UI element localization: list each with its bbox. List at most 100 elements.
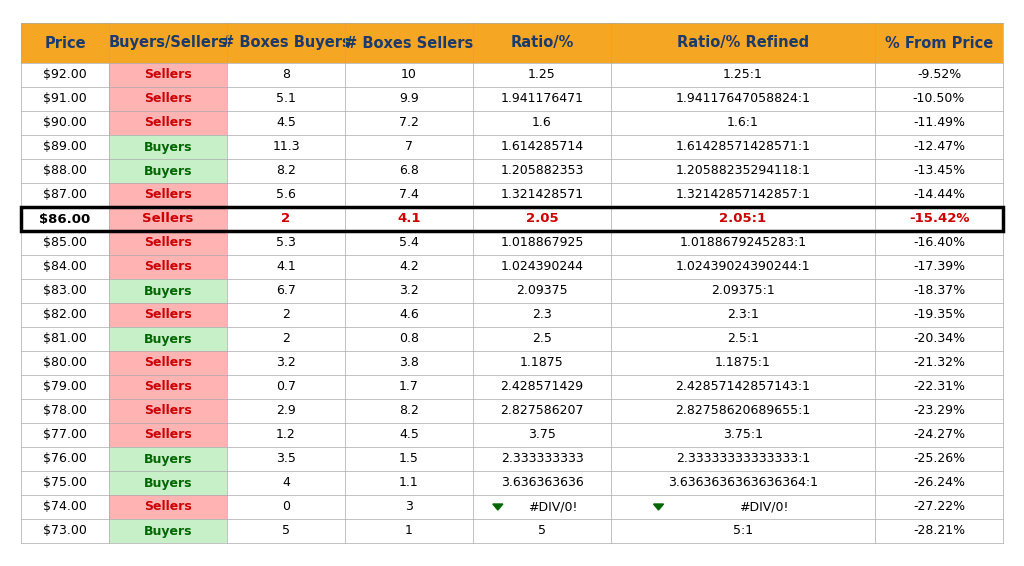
Text: 4.2: 4.2 bbox=[399, 260, 419, 273]
Text: 10: 10 bbox=[401, 68, 417, 82]
Bar bbox=[227, 375, 345, 399]
Bar bbox=[227, 519, 345, 543]
Bar bbox=[611, 279, 874, 303]
Bar bbox=[611, 87, 874, 111]
Bar bbox=[227, 279, 345, 303]
Bar bbox=[473, 183, 611, 207]
Text: Ratio/%: Ratio/% bbox=[510, 36, 573, 50]
Text: 1.614285714: 1.614285714 bbox=[501, 140, 584, 153]
Text: 7: 7 bbox=[406, 140, 413, 153]
Bar bbox=[874, 423, 1002, 447]
Text: 3.2: 3.2 bbox=[399, 285, 419, 298]
Text: Buyers: Buyers bbox=[143, 452, 193, 465]
Bar bbox=[345, 159, 473, 183]
Text: 1.205882353: 1.205882353 bbox=[501, 165, 584, 178]
Bar bbox=[473, 375, 611, 399]
Bar bbox=[227, 471, 345, 495]
Text: 0.7: 0.7 bbox=[276, 380, 296, 393]
Bar bbox=[22, 519, 109, 543]
Bar bbox=[345, 279, 473, 303]
Bar bbox=[874, 207, 1002, 231]
Bar bbox=[874, 399, 1002, 423]
Text: $74.00: $74.00 bbox=[43, 500, 87, 513]
Text: 5:1: 5:1 bbox=[733, 525, 753, 538]
Text: $78.00: $78.00 bbox=[43, 405, 87, 418]
Bar bbox=[874, 23, 1002, 63]
Bar bbox=[874, 255, 1002, 279]
Text: $91.00: $91.00 bbox=[43, 92, 87, 105]
Bar bbox=[611, 63, 874, 87]
Text: -24.27%: -24.27% bbox=[913, 428, 965, 441]
Bar bbox=[874, 471, 1002, 495]
Text: 3: 3 bbox=[406, 500, 413, 513]
Bar bbox=[611, 111, 874, 135]
Text: $85.00: $85.00 bbox=[43, 237, 87, 250]
Text: Sellers: Sellers bbox=[144, 188, 191, 201]
Bar bbox=[345, 423, 473, 447]
Text: Buyers: Buyers bbox=[143, 477, 193, 490]
Bar bbox=[611, 23, 874, 63]
Text: 5.6: 5.6 bbox=[276, 188, 296, 201]
Text: 8: 8 bbox=[282, 68, 290, 82]
Bar bbox=[473, 327, 611, 351]
Text: 3.75:1: 3.75:1 bbox=[723, 428, 763, 441]
Bar bbox=[874, 87, 1002, 111]
Bar bbox=[22, 447, 109, 471]
Bar bbox=[227, 255, 345, 279]
Text: -12.47%: -12.47% bbox=[913, 140, 965, 153]
Text: 2: 2 bbox=[282, 212, 291, 225]
Bar bbox=[109, 159, 227, 183]
Text: 5.4: 5.4 bbox=[399, 237, 419, 250]
Text: -21.32%: -21.32% bbox=[913, 357, 965, 370]
Text: 7.4: 7.4 bbox=[399, 188, 419, 201]
Text: Buyers/Sellers: Buyers/Sellers bbox=[109, 36, 227, 50]
Text: % From Price: % From Price bbox=[885, 36, 993, 50]
Bar bbox=[227, 183, 345, 207]
Bar bbox=[611, 183, 874, 207]
Bar bbox=[22, 87, 109, 111]
Text: 2.827586207: 2.827586207 bbox=[501, 405, 584, 418]
Bar bbox=[22, 423, 109, 447]
Bar bbox=[345, 471, 473, 495]
Bar bbox=[227, 351, 345, 375]
Bar bbox=[611, 423, 874, 447]
Text: $90.00: $90.00 bbox=[43, 117, 87, 130]
Text: $79.00: $79.00 bbox=[43, 380, 87, 393]
Text: 3.8: 3.8 bbox=[399, 357, 419, 370]
Bar bbox=[611, 135, 874, 159]
Bar bbox=[473, 303, 611, 327]
Bar bbox=[109, 375, 227, 399]
Text: 2.05: 2.05 bbox=[525, 212, 558, 225]
Text: 7.2: 7.2 bbox=[399, 117, 419, 130]
Text: 5.1: 5.1 bbox=[276, 92, 296, 105]
Text: 1.02439024390244:1: 1.02439024390244:1 bbox=[676, 260, 810, 273]
Bar bbox=[874, 63, 1002, 87]
Text: 1.024390244: 1.024390244 bbox=[501, 260, 584, 273]
Text: -18.37%: -18.37% bbox=[912, 285, 966, 298]
Text: $83.00: $83.00 bbox=[43, 285, 87, 298]
Bar bbox=[22, 495, 109, 519]
Text: 1.6:1: 1.6:1 bbox=[727, 117, 759, 130]
Text: Buyers: Buyers bbox=[143, 165, 193, 178]
Text: $87.00: $87.00 bbox=[43, 188, 87, 201]
Bar bbox=[227, 303, 345, 327]
Bar bbox=[22, 231, 109, 255]
Text: 2.3: 2.3 bbox=[532, 308, 552, 321]
Text: 2.05:1: 2.05:1 bbox=[720, 212, 767, 225]
Bar bbox=[109, 303, 227, 327]
Bar bbox=[22, 471, 109, 495]
Text: 4.1: 4.1 bbox=[276, 260, 296, 273]
Bar bbox=[611, 471, 874, 495]
Bar bbox=[345, 111, 473, 135]
Text: 2.428571429: 2.428571429 bbox=[501, 380, 584, 393]
Bar bbox=[874, 135, 1002, 159]
Text: -25.26%: -25.26% bbox=[913, 452, 965, 465]
Text: 11.3: 11.3 bbox=[272, 140, 300, 153]
Text: Sellers: Sellers bbox=[144, 92, 191, 105]
Text: 4: 4 bbox=[282, 477, 290, 490]
Bar bbox=[22, 399, 109, 423]
Bar bbox=[345, 399, 473, 423]
Bar bbox=[345, 135, 473, 159]
Bar bbox=[473, 399, 611, 423]
Text: 2.9: 2.9 bbox=[276, 405, 296, 418]
